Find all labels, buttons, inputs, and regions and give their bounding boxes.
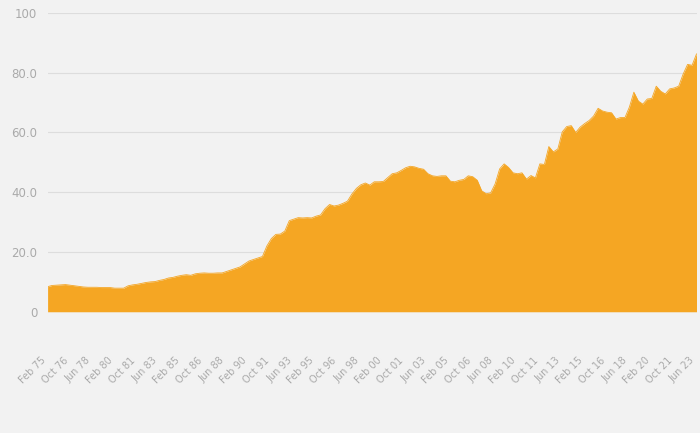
Text: Feb 80: Feb 80: [85, 355, 115, 385]
Text: Jun 83: Jun 83: [131, 355, 160, 384]
Text: Oct 01: Oct 01: [376, 355, 405, 385]
Text: Oct 81: Oct 81: [107, 355, 137, 385]
Text: Oct 11: Oct 11: [510, 355, 540, 385]
Text: Jun 03: Jun 03: [399, 355, 428, 384]
Text: Jun 93: Jun 93: [265, 355, 294, 384]
Text: Jun 78: Jun 78: [64, 355, 92, 384]
Text: Feb 85: Feb 85: [152, 355, 182, 386]
Text: Oct 76: Oct 76: [40, 355, 70, 385]
Text: Jun 13: Jun 13: [533, 355, 562, 384]
Text: Feb 95: Feb 95: [286, 355, 316, 386]
Text: Feb 90: Feb 90: [219, 355, 249, 385]
Text: Feb 00: Feb 00: [353, 355, 384, 385]
Text: Jun 18: Jun 18: [601, 355, 629, 384]
Text: Oct 86: Oct 86: [174, 355, 204, 385]
Text: Feb 10: Feb 10: [487, 355, 517, 385]
Text: Jun 98: Jun 98: [332, 355, 361, 384]
Text: Oct 91: Oct 91: [241, 355, 272, 385]
Text: Feb 15: Feb 15: [554, 355, 584, 386]
Text: Jun 88: Jun 88: [198, 355, 227, 384]
Text: Oct 96: Oct 96: [309, 355, 339, 385]
Text: Oct 16: Oct 16: [577, 355, 607, 385]
Text: Jun 08: Jun 08: [466, 355, 495, 384]
Text: Feb 75: Feb 75: [18, 355, 48, 386]
Text: Oct 06: Oct 06: [443, 355, 473, 385]
Text: Feb 20: Feb 20: [622, 355, 652, 386]
Text: Feb 05: Feb 05: [420, 355, 450, 386]
Text: Oct 21: Oct 21: [644, 355, 674, 385]
Text: Jun 23: Jun 23: [668, 355, 696, 384]
